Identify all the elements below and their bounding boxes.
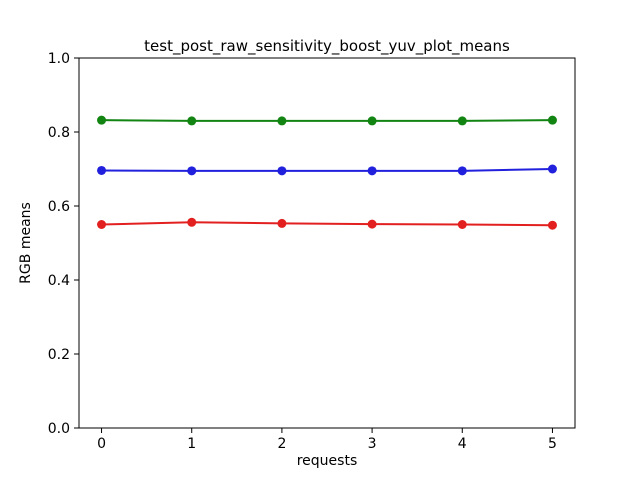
- data-point-blue: [457, 166, 467, 176]
- data-point-red: [277, 218, 287, 228]
- data-point-green: [187, 116, 197, 126]
- data-point-red: [457, 220, 467, 229]
- data-point-green: [277, 116, 287, 126]
- data-point-red: [97, 220, 107, 229]
- plot-area: [78, 57, 576, 429]
- data-series: [97, 115, 557, 230]
- series-line-green: [100, 119, 554, 122]
- y-axis-label: RGB means: [18, 202, 34, 284]
- series-green: [97, 115, 557, 126]
- series-red: [97, 217, 557, 230]
- data-point-blue: [97, 165, 107, 175]
- y-tick-label: 0.2: [48, 347, 70, 363]
- y-tick-label: 0.8: [48, 125, 70, 141]
- data-point-red: [547, 220, 557, 230]
- x-tick-label: 2: [277, 436, 286, 452]
- x-axis-ticks: 0 1 2 3 4 5: [97, 428, 557, 452]
- series-line-red: [100, 221, 554, 227]
- x-tick-label: 0: [97, 436, 106, 452]
- x-tick-label: 1: [187, 436, 196, 452]
- data-point-blue: [547, 164, 557, 174]
- chart-title: test_post_raw_sensitivity_boost_yuv_plot…: [144, 37, 510, 56]
- data-point-red: [367, 219, 377, 229]
- data-point-blue: [367, 166, 377, 176]
- data-point-blue: [187, 166, 197, 176]
- x-tick-label: 4: [458, 436, 467, 452]
- data-point-red: [187, 217, 197, 227]
- x-tick-label: 3: [368, 436, 377, 452]
- data-point-green: [367, 116, 377, 126]
- series-blue: [97, 164, 557, 176]
- x-tick-label: 5: [548, 436, 557, 452]
- y-tick-label: 0.6: [48, 199, 70, 215]
- y-tick-label: 0.0: [48, 421, 70, 437]
- y-tick-label: 0.4: [48, 273, 70, 289]
- series-line-blue: [100, 168, 554, 172]
- data-point-green: [457, 116, 467, 126]
- data-point-green: [547, 115, 557, 125]
- data-point-green: [97, 115, 107, 125]
- y-tick-label: 1.0: [48, 51, 70, 67]
- y-axis-ticks: 0.0 0.2 0.4 0.6 0.8 1.0: [48, 51, 79, 437]
- data-point-blue: [277, 166, 287, 176]
- x-axis-label: requests: [297, 453, 358, 469]
